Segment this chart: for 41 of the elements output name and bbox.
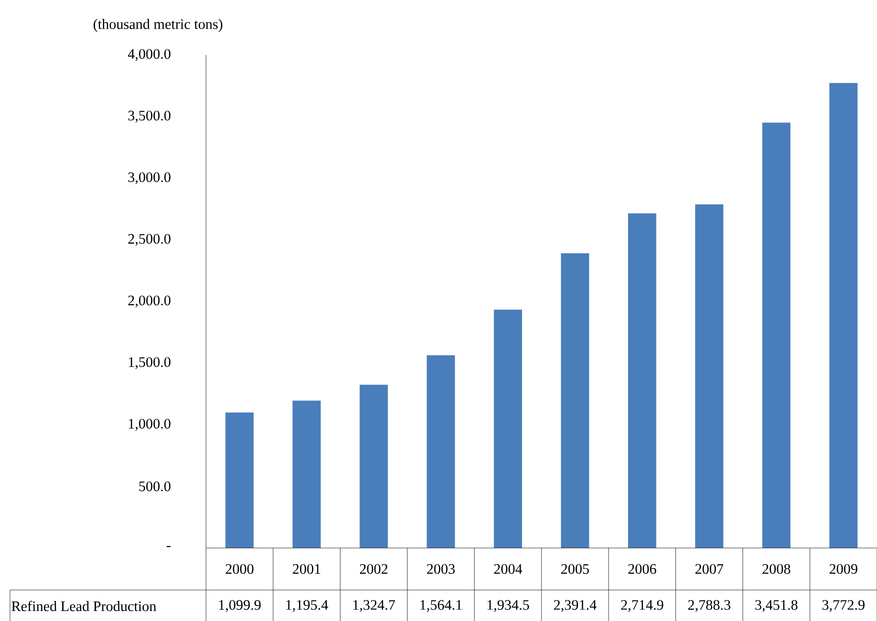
bar xyxy=(225,412,254,548)
y-tick-label: 2,500.0 xyxy=(128,234,170,246)
data-label: 3,451.8 xyxy=(755,600,798,612)
y-tick-label: 3,000.0 xyxy=(128,172,170,184)
x-tick-label: 2006 xyxy=(628,564,656,574)
x-tick-label: 2009 xyxy=(830,564,858,574)
data-label: 2,391.4 xyxy=(554,600,596,612)
data-label: 1,195.4 xyxy=(286,600,328,612)
bar xyxy=(695,204,724,548)
data-label: 1,564.1 xyxy=(420,600,462,612)
data-label: 3,772.9 xyxy=(822,600,865,612)
bar xyxy=(292,400,321,548)
x-tick-label: 2000 xyxy=(226,564,254,574)
bar xyxy=(628,213,656,548)
data-label: 1,099.9 xyxy=(219,600,261,612)
bar xyxy=(426,355,455,548)
bar xyxy=(360,384,388,548)
x-tick-label: 2004 xyxy=(494,564,522,574)
y-tick-label: 1,000.0 xyxy=(128,418,170,431)
x-tick-label: 2003 xyxy=(427,564,455,574)
data-label: 1,324.7 xyxy=(353,600,396,612)
bar xyxy=(560,253,590,548)
y-tick-label: 4,000.0 xyxy=(128,49,170,61)
bar xyxy=(494,310,522,548)
x-tick-label: 2002 xyxy=(360,564,388,574)
x-tick-label: 2007 xyxy=(695,564,724,574)
y-tick-label: 3,500.0 xyxy=(128,110,170,123)
bar xyxy=(762,122,790,548)
y-tick-label: 500.0 xyxy=(139,481,170,492)
x-tick-label: 2005 xyxy=(561,564,589,574)
text: Refined Lead Production xyxy=(12,600,156,612)
y-tick-label: 1,500.0 xyxy=(128,357,170,370)
x-tick-label: 2008 xyxy=(762,564,790,574)
y-axis-title: (thousand metric tons) xyxy=(94,18,222,32)
data-label: 2,788.3 xyxy=(688,600,730,612)
data-label: 1,934.5 xyxy=(488,600,530,612)
x-tick-label: 2001 xyxy=(292,564,320,574)
data-label: 2,714.9 xyxy=(621,600,664,612)
y-tick-label: 2,000.0 xyxy=(128,296,170,308)
bar xyxy=(829,82,858,548)
y-tick-label: - xyxy=(166,546,170,548)
